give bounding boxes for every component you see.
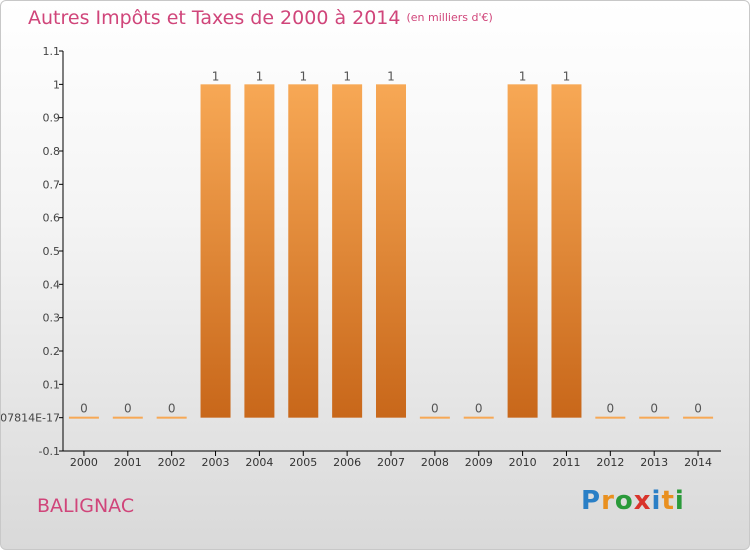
data-label: 0 bbox=[431, 402, 439, 416]
bar-zero bbox=[595, 416, 626, 419]
y-tick-label: 0.5 bbox=[43, 245, 61, 258]
bar-zero bbox=[156, 416, 187, 419]
data-label: 0 bbox=[124, 402, 132, 416]
chart-title: Autres Impôts et Taxes de 2000 à 2014 (en… bbox=[28, 7, 493, 29]
bar bbox=[551, 84, 582, 418]
y-tick-label: 0.9 bbox=[43, 112, 61, 125]
x-tick-label: 2005 bbox=[289, 456, 317, 469]
y-tick-label: 0.1 bbox=[43, 378, 61, 391]
bar-zero bbox=[419, 416, 450, 419]
x-tick-label: 2003 bbox=[202, 456, 230, 469]
y-tick-label: 0.7 bbox=[43, 178, 61, 191]
data-label: 1 bbox=[212, 69, 220, 83]
x-tick-label: 2012 bbox=[596, 456, 624, 469]
data-label: 0 bbox=[80, 402, 88, 416]
y-tick-label: 0.2 bbox=[43, 345, 61, 358]
y-tick-label: -0.1 bbox=[39, 445, 60, 458]
y-tick-label: 1.3877787807814E-17 bbox=[1, 412, 60, 425]
x-tick-label: 2001 bbox=[114, 456, 142, 469]
y-tick-label: 0.3 bbox=[43, 312, 61, 325]
data-label: 1 bbox=[256, 69, 264, 83]
logo-letter: x bbox=[633, 486, 652, 516]
x-tick-label: 2014 bbox=[684, 456, 712, 469]
x-tick-label: 2009 bbox=[465, 456, 493, 469]
bar bbox=[244, 84, 275, 418]
logo-letter: i bbox=[674, 486, 685, 516]
x-tick-label: 2002 bbox=[158, 456, 186, 469]
chart-unit-label: (en milliers d'€) bbox=[406, 11, 493, 24]
logo-letter: t bbox=[661, 486, 675, 516]
data-label: 0 bbox=[694, 402, 702, 416]
bar-zero bbox=[463, 416, 494, 419]
bar bbox=[376, 84, 406, 418]
x-tick-label: 2006 bbox=[333, 456, 361, 469]
data-label: 1 bbox=[343, 69, 351, 83]
bar bbox=[288, 84, 319, 418]
data-label: 1 bbox=[563, 69, 571, 83]
logo-letter: r bbox=[601, 486, 615, 516]
data-label: 0 bbox=[607, 402, 615, 416]
data-label: 1 bbox=[519, 69, 527, 83]
data-label: 0 bbox=[168, 402, 176, 416]
y-tick-label: 0.6 bbox=[43, 212, 61, 225]
x-tick-label: 2000 bbox=[70, 456, 98, 469]
x-tick-label: 2013 bbox=[640, 456, 668, 469]
logo-letter: o bbox=[614, 486, 634, 516]
data-label: 1 bbox=[387, 69, 395, 83]
bar-zero bbox=[68, 416, 99, 419]
x-tick-label: 2007 bbox=[377, 456, 405, 469]
commune-name: BALIGNAC bbox=[37, 495, 135, 517]
y-tick-label: 0.8 bbox=[43, 145, 61, 158]
logo-letter: i bbox=[651, 486, 662, 516]
bar-zero bbox=[639, 416, 670, 419]
data-label: 0 bbox=[650, 402, 658, 416]
proxiti-logo: Proxiti bbox=[581, 486, 685, 516]
y-tick-label: 1 bbox=[53, 78, 60, 91]
data-label: 0 bbox=[475, 402, 483, 416]
x-tick-label: 2011 bbox=[552, 456, 580, 469]
x-tick-label: 2004 bbox=[245, 456, 273, 469]
data-label: 1 bbox=[299, 69, 307, 83]
x-tick-label: 2010 bbox=[509, 456, 537, 469]
bar bbox=[332, 84, 363, 418]
x-tick-label: 2008 bbox=[421, 456, 449, 469]
bar-zero bbox=[112, 416, 143, 419]
y-tick-label: 0.4 bbox=[43, 278, 61, 291]
chart-title-text: Autres Impôts et Taxes de 2000 à 2014 bbox=[28, 7, 401, 29]
bar bbox=[507, 84, 538, 418]
logo-letter: P bbox=[581, 486, 602, 516]
y-tick-label: 1.1 bbox=[43, 45, 61, 58]
bar-zero bbox=[683, 416, 714, 419]
bar bbox=[200, 84, 231, 418]
